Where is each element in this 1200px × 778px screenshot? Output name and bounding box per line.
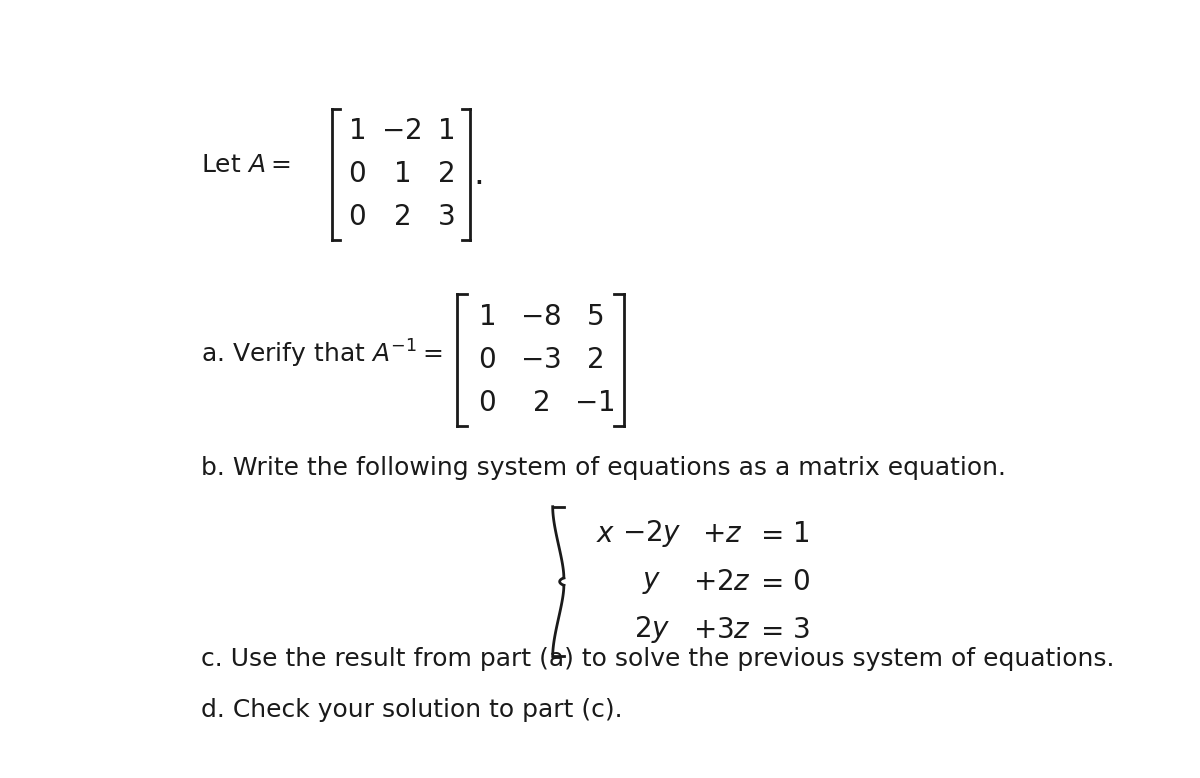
Text: $-8$: $-8$ — [520, 303, 562, 331]
Text: $+3z$: $+3z$ — [692, 615, 751, 643]
Text: $+2z$: $+2z$ — [692, 568, 751, 596]
Text: $5$: $5$ — [586, 303, 604, 331]
Text: b. Write the following system of equations as a matrix equation.: b. Write the following system of equatio… — [202, 456, 1006, 480]
Text: $+z$: $+z$ — [702, 520, 742, 548]
Text: $2$: $2$ — [532, 389, 550, 417]
Text: .: . — [474, 158, 485, 191]
Text: $=$: $=$ — [755, 520, 782, 548]
Text: a. Verify that $A^{-1} =$: a. Verify that $A^{-1} =$ — [202, 338, 443, 370]
Text: $2$: $2$ — [586, 346, 602, 374]
Text: $0$: $0$ — [348, 203, 365, 231]
Text: $1$: $1$ — [792, 520, 810, 548]
Text: $0$: $0$ — [478, 346, 496, 374]
Text: $1$: $1$ — [478, 303, 496, 331]
Text: $0$: $0$ — [792, 568, 810, 596]
Text: $=$: $=$ — [755, 568, 782, 596]
Text: $1$: $1$ — [392, 160, 409, 188]
Text: $-2y$: $-2y$ — [623, 518, 682, 549]
Text: $3$: $3$ — [792, 615, 810, 643]
Text: d. Check your solution to part (c).: d. Check your solution to part (c). — [202, 699, 623, 723]
Text: $1$: $1$ — [348, 117, 365, 145]
Text: c. Use the result from part (a) to solve the previous system of equations.: c. Use the result from part (a) to solve… — [202, 647, 1115, 671]
Text: $1$: $1$ — [437, 117, 455, 145]
Text: $-2$: $-2$ — [382, 117, 421, 145]
Text: $y$: $y$ — [642, 568, 662, 596]
Text: $3$: $3$ — [437, 203, 455, 231]
Text: $-3$: $-3$ — [521, 346, 560, 374]
Text: $x$: $x$ — [596, 520, 616, 548]
Text: $0$: $0$ — [478, 389, 496, 417]
Text: $-1$: $-1$ — [575, 389, 614, 417]
Text: $2$: $2$ — [392, 203, 409, 231]
Text: $0$: $0$ — [348, 160, 365, 188]
Text: Let $A =$: Let $A =$ — [202, 153, 290, 177]
Text: $2$: $2$ — [437, 160, 454, 188]
Text: $2y$: $2y$ — [634, 614, 671, 645]
Text: $=$: $=$ — [755, 615, 782, 643]
